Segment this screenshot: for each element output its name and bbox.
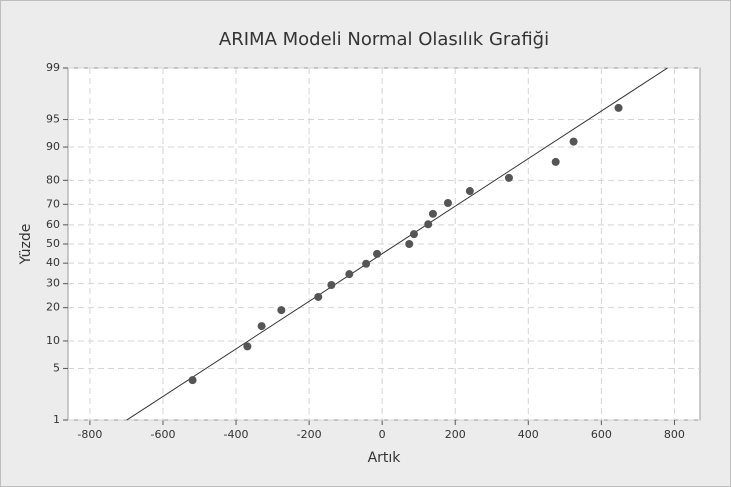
data-point	[443, 199, 452, 208]
data-point	[405, 240, 414, 248]
x-tick-label: 400	[518, 428, 539, 441]
data-point	[345, 270, 354, 279]
x-tick-label: -400	[224, 428, 249, 441]
data-point	[465, 187, 474, 196]
x-tick-label: 200	[445, 428, 466, 441]
y-tick-label: 50	[46, 237, 60, 250]
x-tick-label: 600	[591, 428, 612, 441]
y-tick-label: 1	[53, 413, 60, 426]
x-tick-label: -800	[77, 428, 102, 441]
data-point	[188, 376, 197, 385]
data-point	[424, 220, 433, 229]
y-tick-label: 99	[46, 61, 60, 74]
y-tick-label: 20	[46, 301, 60, 314]
data-point	[373, 249, 382, 258]
data-point	[314, 292, 323, 301]
x-tick-label: 0	[379, 428, 386, 441]
data-point	[409, 230, 418, 239]
data-point	[243, 342, 252, 351]
y-tick-label: 80	[46, 173, 60, 186]
x-tick-label: -200	[297, 428, 322, 441]
fit-line	[126, 68, 668, 420]
data-point	[277, 306, 286, 315]
y-tick-label: 60	[46, 218, 60, 231]
y-tick-label: 10	[46, 334, 60, 347]
y-tick-label: 70	[46, 197, 60, 210]
data-point	[327, 280, 336, 289]
data-point	[504, 173, 513, 182]
data-point	[551, 157, 560, 166]
data-point	[614, 103, 623, 112]
y-tick-label: 30	[46, 277, 60, 290]
x-axis-label: Artık	[368, 450, 402, 466]
y-tick-label: 90	[46, 140, 60, 153]
y-tick-label: 40	[46, 256, 60, 269]
x-tick-label: -600	[150, 428, 175, 441]
data-point	[362, 259, 371, 268]
data-point	[257, 322, 266, 331]
y-tick-label: 95	[46, 113, 60, 126]
chart-title: ARIMA Modeli Normal Olasılık Grafiği	[219, 29, 549, 50]
y-axis-label: Yüzde	[18, 224, 34, 266]
data-point	[428, 209, 437, 218]
y-tick-label: 5	[53, 361, 60, 374]
x-tick-label: 800	[664, 428, 685, 441]
data-point	[569, 137, 578, 146]
